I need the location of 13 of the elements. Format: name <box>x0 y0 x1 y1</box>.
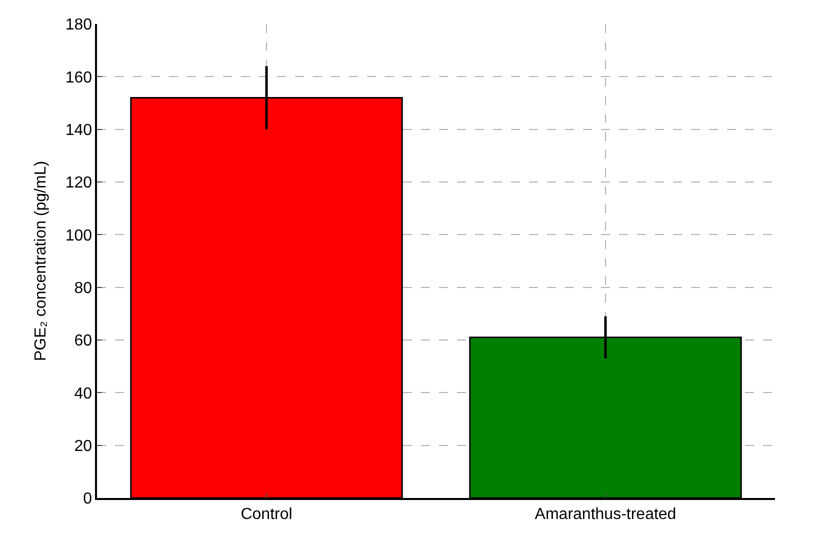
y-tick-label: 20 <box>74 438 92 455</box>
x-tick-label: Control <box>240 506 292 523</box>
y-tick-label: 40 <box>74 385 92 402</box>
x-tick-label: Amaranthus-treated <box>534 506 676 523</box>
y-tick-label: 100 <box>65 227 92 244</box>
y-tick-label: 180 <box>65 16 92 34</box>
y-tick-label: 120 <box>65 174 92 192</box>
y-tick-label: 140 <box>65 122 92 139</box>
y-tick-label: 80 <box>74 280 92 297</box>
y-tick-label: 60 <box>74 332 92 350</box>
y-tick-label: 160 <box>65 69 92 86</box>
y-tick-label: 0 <box>83 490 92 508</box>
y-axis-title: PGE₂ concentration (pg/mL) <box>32 160 50 362</box>
